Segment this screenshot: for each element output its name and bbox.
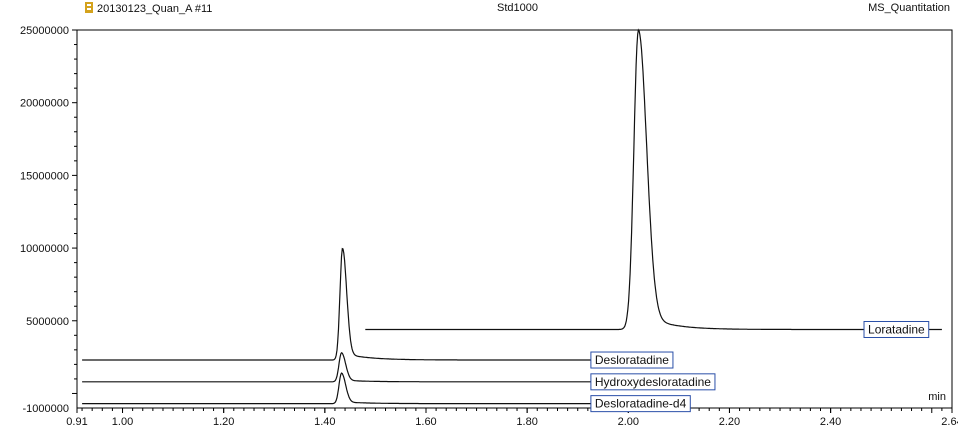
x-tick-label: 2.20 <box>719 416 740 428</box>
x-tick-label: 1.60 <box>415 416 436 428</box>
header-file: 20130123_Quan_A #11 <box>84 2 212 15</box>
x-tick-label: 2.64 <box>941 416 958 428</box>
y-tick-label: 15000000 <box>20 170 69 182</box>
trace-label-box <box>863 320 930 338</box>
header-sample: Std1000 <box>497 2 538 14</box>
traces <box>82 28 942 405</box>
trace-0 <box>365 28 942 331</box>
axes: 25000000 20000000 15000000 10000000 5000000 -… <box>20 25 958 428</box>
trace-label: Loratadine <box>868 322 925 336</box>
trace-label: Hydroxydesloratadine <box>595 375 711 389</box>
trace-label-box <box>590 351 674 369</box>
x-tick-label: 0.91 <box>66 416 87 428</box>
trace-label-box <box>590 395 691 413</box>
x-tick-label: 2.00 <box>618 416 639 428</box>
file-name: 20130123_Quan_A #11 <box>97 3 213 15</box>
x-tick-label: 1.40 <box>314 416 335 428</box>
y-tick-label: 10000000 <box>20 243 69 255</box>
header-method: MS_Quantitation <box>868 2 950 14</box>
trace-labels: Loratadine Desloratadine Hydroxydesloratad… <box>590 320 930 413</box>
chromatogram-icon <box>85 2 93 13</box>
y-tick-label: 5000000 <box>26 316 69 328</box>
x-tick-label: 1.00 <box>112 416 133 428</box>
trace-1 <box>82 247 608 361</box>
x-axis-label: min <box>928 391 946 403</box>
y-tick-label: 25000000 <box>20 25 69 37</box>
x-tick-label: 2.40 <box>820 416 841 428</box>
y-tick-label: -1000000 <box>23 403 70 415</box>
plot-frame <box>76 29 953 409</box>
trace-label: Desloratadine-d4 <box>595 397 687 411</box>
trace-label: Desloratadine <box>595 353 669 367</box>
trace-2 <box>82 352 608 383</box>
trace-label-box <box>590 373 716 391</box>
trace-3 <box>82 372 608 405</box>
y-tick-label: 20000000 <box>20 98 69 110</box>
x-tick-label: 1.80 <box>516 416 537 428</box>
x-tick-label: 1.20 <box>213 416 234 428</box>
